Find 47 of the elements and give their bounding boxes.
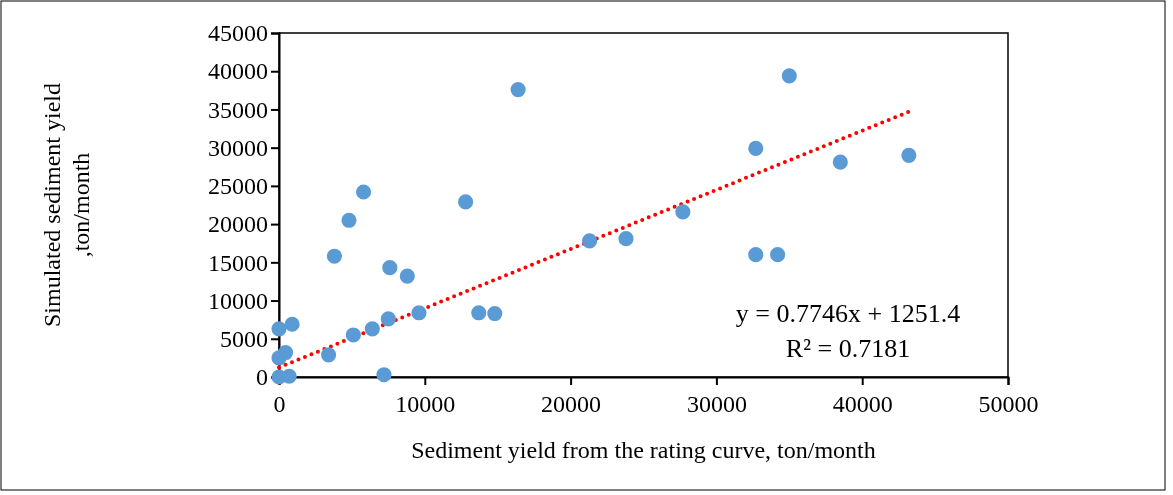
point (284, 316, 300, 332)
point (748, 140, 764, 156)
point (321, 347, 337, 363)
point (271, 321, 287, 337)
y-axis-title: Simulated sediment yield ,ton/month (39, 83, 94, 327)
y-tick-label: 0 (256, 364, 268, 391)
point (675, 204, 691, 220)
point (471, 305, 487, 321)
point (382, 260, 398, 276)
point (376, 367, 392, 383)
point (770, 247, 786, 263)
point (510, 82, 526, 98)
y-tick-label: 25000 (208, 173, 268, 200)
point (364, 321, 380, 337)
x-tick-label: 40000 (832, 391, 893, 417)
point (781, 68, 797, 84)
point (618, 231, 634, 247)
point (832, 154, 848, 170)
point (355, 184, 372, 200)
point (411, 305, 427, 321)
point (271, 350, 287, 366)
x-tick-label: 10000 (395, 391, 456, 417)
point (581, 233, 598, 249)
annotation: y = 0.7746x + 1251.4 (735, 299, 961, 328)
point (458, 194, 474, 210)
point (399, 268, 415, 284)
point (326, 248, 342, 264)
x-tick-label: 0 (273, 391, 286, 417)
y-tick-label: 45000 (208, 20, 268, 47)
point (901, 147, 917, 163)
y-tick-label: 30000 (208, 134, 268, 161)
y-tick-label: 5000 (220, 325, 268, 352)
point (380, 311, 396, 327)
point (345, 327, 361, 343)
y-tick-label: 10000 (208, 287, 268, 314)
x-tick-label: 50000 (978, 391, 1039, 417)
point (487, 306, 503, 322)
x-tick-label: 20000 (541, 391, 602, 417)
point (748, 247, 764, 263)
y-tick-label: 40000 (208, 58, 268, 85)
annotation: R² = 0.7181 (785, 334, 911, 363)
y-tick-label: 35000 (208, 96, 268, 123)
point (341, 212, 357, 228)
x-axis-title: Sediment yield from the rating curve, ton/month (411, 437, 876, 463)
y-tick-label: 15000 (208, 249, 268, 276)
x-tick-label: 30000 (686, 391, 747, 417)
y-tick-label: 20000 (208, 211, 268, 238)
